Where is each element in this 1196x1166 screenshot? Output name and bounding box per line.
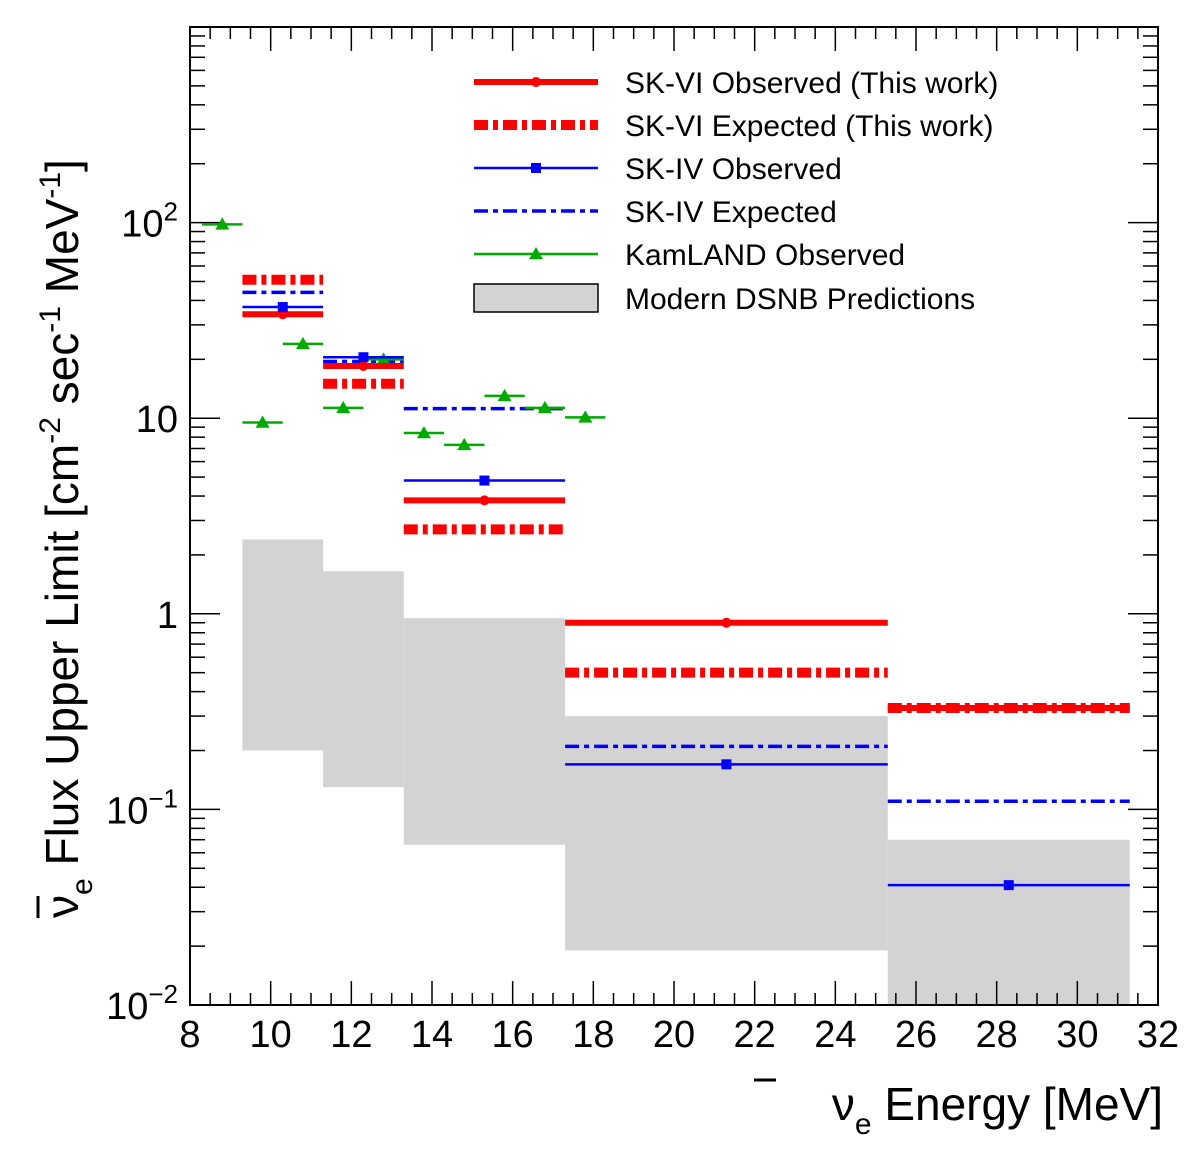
x-tick-label: 8 [179,1014,200,1056]
data-point [529,247,543,260]
dsnb-band [565,716,888,951]
dsnb-band [242,539,324,751]
x-axis-title: νe Energy [MeV] [832,1078,1163,1141]
data-point [1003,702,1014,713]
x-tick-label: 30 [1056,1014,1098,1056]
y-tick-label: 10−1 [106,783,178,832]
axis-ticks [189,27,1159,1006]
data-series [202,217,1130,891]
x-tick-label: 20 [653,1014,695,1056]
dsnb-band [323,571,404,788]
x-tick-label: 16 [492,1014,534,1056]
dsnb-band [403,618,566,845]
x-tick-label: 24 [814,1014,856,1056]
legend-label: SK-VI Expected (This work) [625,110,993,143]
x-tick-label: 12 [330,1014,372,1056]
legend-label: KamLAND Observed [625,239,905,272]
x-tick-label: 32 [1137,1014,1179,1056]
data-point [578,410,593,423]
data-point [416,426,431,439]
data-point [721,617,732,628]
y-tick-label: 10−2 [106,979,178,1028]
legend-label: SK-VI Observed (This work) [625,67,998,100]
data-point [215,217,230,230]
y-axis-title: νe Flux Upper Limit [cm-2 sec-1 MeV-1] [34,159,99,918]
data-point [479,475,490,486]
data-point [497,388,512,402]
x-tick-label: 28 [976,1014,1018,1056]
legend-label: Modern DSNB Predictions [625,283,975,316]
dsnb-bands [242,539,1130,1005]
data-point [358,360,369,371]
legend-swatch [473,283,599,313]
data-point [336,400,351,414]
x-tick-label: 26 [895,1014,937,1056]
legend: SK-VI Observed (This work) SK-VI Expected… [473,67,998,316]
data-point [457,437,472,451]
legend-label: SK-IV Observed [625,153,842,186]
data-point [531,163,541,173]
x-tick-labels: 8 10 12 14 16 18 20 22 24 26 28 30 32 [179,1014,1179,1056]
y-tick-label: 10 [136,399,178,441]
data-point [721,759,732,770]
data-point [295,336,310,350]
y-tick-labels: 10−2 10−1 1 10 102 [106,197,178,1028]
y-tick-label: 1 [157,595,178,637]
x-tick-label: 14 [411,1014,453,1056]
data-point [531,77,541,87]
data-point [1003,880,1014,891]
x-tick-label: 22 [734,1014,776,1056]
y-tick-label: 102 [121,197,178,246]
data-point [358,352,369,363]
plot-frame [189,26,1159,1006]
data-point [255,415,270,428]
data-point [537,400,552,414]
dsnb-band [887,839,1130,1005]
legend-label: SK-IV Expected [625,196,837,229]
data-point [479,495,490,506]
data-point [277,302,288,313]
x-tick-label: 18 [572,1014,614,1056]
x-tick-label: 10 [250,1014,292,1056]
